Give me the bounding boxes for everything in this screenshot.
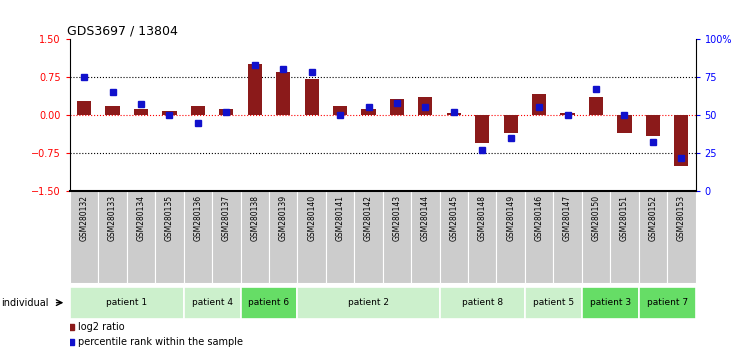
Bar (581, 191, 610, 283)
Bar (581, 287, 639, 319)
Bar (212, 191, 241, 283)
Text: patient 6: patient 6 (249, 298, 289, 307)
Bar (127, 191, 155, 283)
Bar (610, 191, 639, 283)
Text: log2 ratio: log2 ratio (78, 321, 124, 332)
Text: GSM280135: GSM280135 (165, 195, 174, 241)
Text: GSM280134: GSM280134 (136, 195, 146, 241)
Bar (639, 191, 667, 283)
Bar (390, 99, 404, 115)
Bar (163, 111, 177, 115)
Bar (439, 191, 468, 283)
Bar (184, 287, 241, 319)
Text: GSM280142: GSM280142 (364, 195, 373, 241)
Text: individual: individual (1, 298, 49, 308)
Bar (618, 115, 631, 133)
Text: GSM280147: GSM280147 (563, 195, 572, 241)
Bar (383, 191, 411, 283)
Bar (411, 191, 439, 283)
Bar (247, 64, 262, 115)
Bar (560, 113, 575, 115)
Text: patient 1: patient 1 (106, 298, 147, 307)
Text: GSM280138: GSM280138 (250, 195, 259, 241)
Text: GSM280151: GSM280151 (620, 195, 629, 241)
Text: GSM280152: GSM280152 (648, 195, 657, 241)
Text: patient 8: patient 8 (461, 298, 503, 307)
Text: GSM280149: GSM280149 (506, 195, 515, 241)
Bar (276, 72, 290, 115)
Bar (447, 113, 461, 115)
Text: patient 4: patient 4 (191, 298, 233, 307)
Bar (503, 115, 518, 133)
Text: patient 3: patient 3 (590, 298, 631, 307)
Bar (305, 79, 319, 115)
Bar (134, 109, 148, 115)
Bar (525, 287, 581, 319)
Text: GSM280144: GSM280144 (421, 195, 430, 241)
Bar (468, 191, 497, 283)
Text: patient 7: patient 7 (646, 298, 687, 307)
Bar (105, 106, 120, 115)
Bar (674, 115, 688, 166)
Bar (297, 191, 326, 283)
Text: GSM280132: GSM280132 (79, 195, 88, 241)
Text: GSM280136: GSM280136 (194, 195, 202, 241)
Bar (219, 109, 233, 115)
Text: patient 2: patient 2 (348, 298, 389, 307)
Text: patient 5: patient 5 (533, 298, 574, 307)
Text: GDS3697 / 13804: GDS3697 / 13804 (67, 25, 177, 38)
Bar (297, 287, 439, 319)
Bar (184, 191, 212, 283)
Bar (667, 191, 696, 283)
Text: GSM280153: GSM280153 (677, 195, 686, 241)
Bar (70, 191, 99, 283)
Text: GSM280150: GSM280150 (592, 195, 601, 241)
Text: GSM280146: GSM280146 (534, 195, 544, 241)
Bar (155, 191, 184, 283)
Text: GSM280140: GSM280140 (307, 195, 316, 241)
Bar (497, 191, 525, 283)
Bar (553, 191, 581, 283)
Text: GSM280143: GSM280143 (392, 195, 401, 241)
Text: GSM280148: GSM280148 (478, 195, 486, 241)
Bar (241, 191, 269, 283)
Bar (191, 106, 205, 115)
Text: GSM280133: GSM280133 (108, 195, 117, 241)
Bar (639, 287, 696, 319)
Bar (532, 94, 546, 115)
Bar (361, 109, 375, 115)
Bar (439, 287, 525, 319)
Bar (326, 191, 354, 283)
Bar (354, 191, 383, 283)
Bar (525, 191, 553, 283)
Bar (589, 97, 603, 115)
Text: GSM280141: GSM280141 (336, 195, 344, 241)
Bar (77, 101, 91, 115)
Bar (418, 97, 433, 115)
Text: GSM280137: GSM280137 (222, 195, 231, 241)
Bar (645, 115, 660, 136)
Bar (99, 191, 127, 283)
Bar (241, 287, 297, 319)
Bar (475, 115, 489, 143)
Text: percentile rank within the sample: percentile rank within the sample (78, 337, 243, 348)
Text: GSM280145: GSM280145 (449, 195, 459, 241)
Bar (70, 287, 184, 319)
Bar (333, 106, 347, 115)
Text: GSM280139: GSM280139 (279, 195, 288, 241)
Bar (269, 191, 297, 283)
